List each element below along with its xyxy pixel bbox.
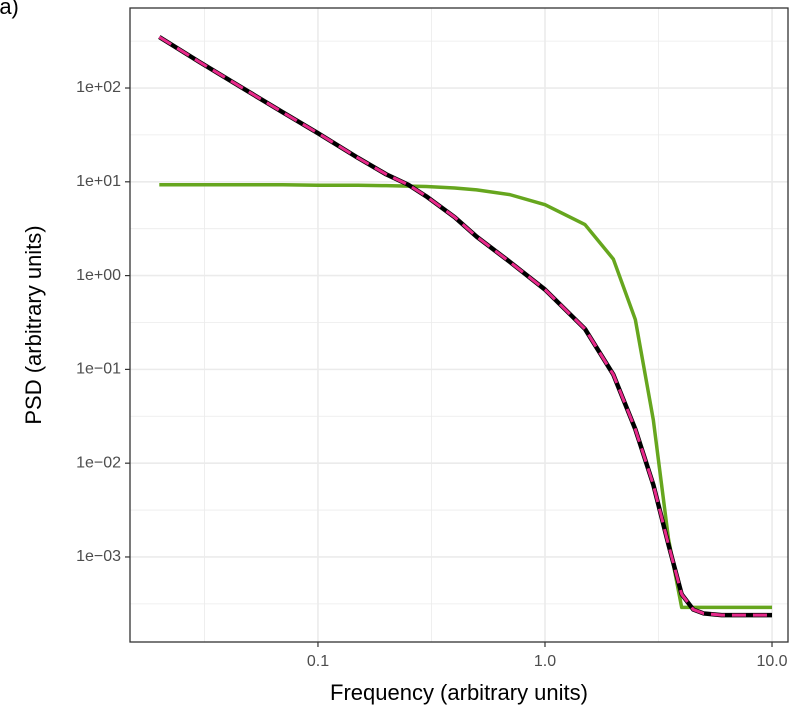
panel-border [129, 7, 789, 643]
x-tick-label: 0.1 [307, 653, 329, 670]
y-tick-label: 1e−01 [76, 361, 121, 378]
y-tick-label: 1e+01 [76, 173, 121, 190]
x-axis-label: Frequency (arbitrary units) [330, 680, 588, 705]
y-tick-label: 1e+00 [76, 267, 121, 284]
chart-title: (a) [0, 0, 19, 19]
y-axis-label: PSD (arbitrary units) [21, 225, 46, 424]
series-line [158, 35, 773, 617]
y-tick-label: 1e−03 [76, 548, 121, 565]
series-line [159, 183, 773, 610]
x-tick-label: 10.0 [756, 653, 787, 670]
x-tick-label: 1.0 [534, 653, 556, 670]
y-tick-label: 1e+02 [76, 79, 121, 96]
y-tick-label: 1e−02 [76, 454, 121, 471]
panel-background [130, 8, 788, 642]
